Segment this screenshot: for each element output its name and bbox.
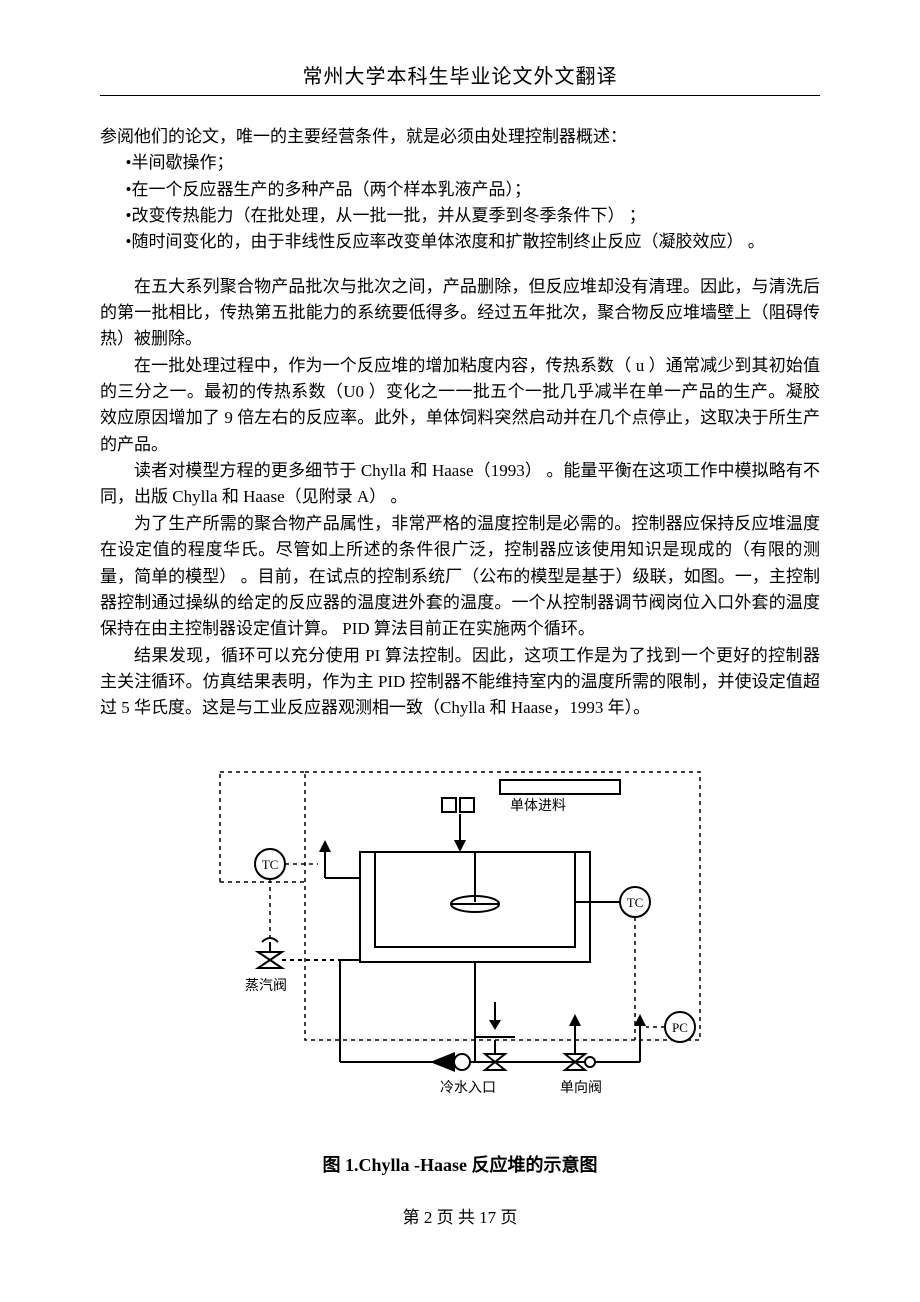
tc-right-label: TC — [627, 895, 644, 910]
header-rule — [100, 95, 820, 96]
tc-left-label: TC — [262, 857, 279, 872]
figure: 单体进料 TC TC — [100, 752, 820, 1177]
steam-valve-label: 蒸汽阀 — [245, 978, 287, 994]
feed-label: 单体进料 — [510, 798, 566, 814]
page-footer: 第 2 页 共 17 页 — [100, 1203, 820, 1228]
page: 常州大学本科生毕业论文外文翻译 参阅他们的论文，唯一的主要经营条件，就是必须由处… — [0, 0, 920, 1268]
cold-valve-icon — [475, 1002, 515, 1070]
para-5: 结果发现，循环可以充分使用 PI 算法控制。因此，这项工作是为了找到一个更好的控… — [100, 643, 820, 722]
para-1: 在五大系列聚合物产品批次与批次之间，产品删除，但反应堆却没有清理。因此，与清洗后… — [100, 274, 820, 353]
cold-inlet-label: 冷水入口 — [440, 1080, 496, 1096]
para-4: 为了生产所需的聚合物产品属性，非常严格的温度控制是必需的。控制器应保持反应堆温度… — [100, 511, 820, 643]
check-valve-label: 单向阀 — [560, 1080, 602, 1096]
bullet-2: •在一个反应器生产的多种产品（两个样本乳液产品）； — [100, 177, 820, 203]
para-3: 读者对模型方程的更多细节于 Chylla 和 Haase（1993） 。能量平衡… — [100, 458, 820, 511]
body: 参阅他们的论文，唯一的主要经营条件，就是必须由处理控制器概述： •半间歇操作； … — [100, 124, 820, 722]
para-2: 在一批处理过程中，作为一个反应堆的增加粘度内容，传热系数（ u ）通常减少到其初… — [100, 353, 820, 458]
figure-caption: 图 1.Chylla -Haase 反应堆的示意图 — [100, 1151, 820, 1177]
page-title: 常州大学本科生毕业论文外文翻译 — [100, 60, 820, 89]
bullet-3: •改变传热能力（在批处理，从一批一批，并从夏季到冬季条件下） ； — [100, 203, 820, 229]
pc-label: PC — [672, 1020, 688, 1035]
bullet-4: •随时间变化的，由于非线性反应率改变单体浓度和扩散控制终止反应（凝胶效应） 。 — [100, 229, 820, 255]
bullet-1: •半间歇操作； — [100, 150, 820, 176]
intro-line: 参阅他们的论文，唯一的主要经营条件，就是必须由处理控制器概述： — [100, 124, 820, 150]
steam-valve-icon — [258, 938, 282, 968]
reactor-diagram: 单体进料 TC TC — [210, 752, 710, 1132]
